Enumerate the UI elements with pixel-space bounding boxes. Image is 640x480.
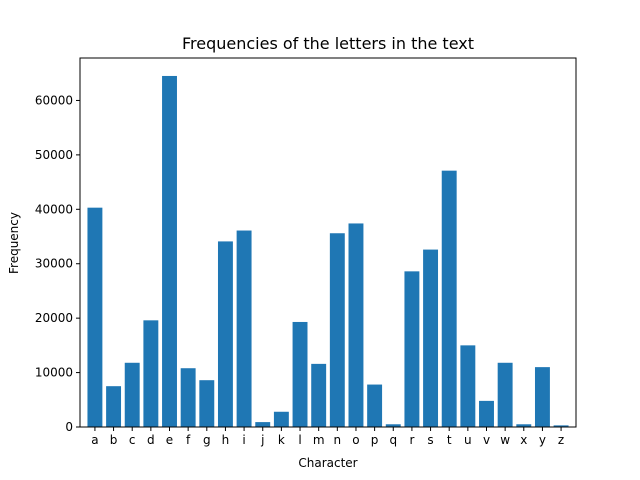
bar-h	[217, 241, 233, 427]
x-tick-label: y	[539, 433, 546, 447]
x-tick-label: d	[147, 433, 155, 447]
y-tick-label: 30000	[35, 257, 73, 271]
x-tick-label: f	[186, 433, 191, 447]
x-tick-label: i	[242, 433, 245, 447]
y-tick-label: 40000	[35, 202, 73, 216]
y-tick-label: 60000	[35, 93, 73, 107]
bar-r	[404, 271, 420, 427]
y-ticks-group: 0 10000 20000 30000 40000 50000 60000	[35, 93, 80, 434]
x-tick-label: c	[129, 433, 136, 447]
x-tick-label: u	[464, 433, 472, 447]
x-tick-label: w	[500, 433, 510, 447]
bar-q	[385, 424, 401, 427]
x-tick-label: g	[203, 433, 211, 447]
x-tick-label: o	[352, 433, 359, 447]
bar-s	[423, 249, 439, 427]
bar-y	[534, 367, 550, 427]
x-axis-label: Character	[298, 456, 357, 470]
x-tick-label: l	[298, 433, 301, 447]
bar-n	[329, 233, 345, 427]
bar-g	[199, 380, 215, 427]
bar-u	[460, 345, 476, 427]
plot-frame	[79, 57, 577, 428]
bar-e	[162, 75, 177, 428]
bar-f	[180, 368, 196, 427]
bar-o	[348, 223, 364, 427]
x-tick-label: m	[313, 433, 325, 447]
x-tick-label: r	[409, 433, 414, 447]
x-tick-label: p	[371, 433, 379, 447]
bar-j	[255, 422, 271, 427]
bars-group	[87, 75, 569, 428]
bar-d	[143, 320, 159, 427]
x-tick-label: a	[91, 433, 98, 447]
bar-b	[106, 386, 122, 427]
x-tick-label: z	[558, 433, 564, 447]
bar-c	[124, 362, 140, 427]
bar-v	[479, 400, 494, 427]
y-tick-label: 50000	[35, 148, 73, 162]
bar-m	[311, 363, 327, 427]
x-tick-label: h	[222, 433, 230, 447]
y-axis-label: Frequency	[7, 212, 21, 274]
y-tick-label: 0	[65, 420, 73, 434]
x-tick-label: k	[278, 433, 285, 447]
bar-l	[292, 321, 308, 427]
bar-t	[441, 170, 457, 427]
y-tick-label: 10000	[35, 366, 73, 380]
x-tick-label: v	[483, 433, 490, 447]
x-tick-label: q	[389, 433, 397, 447]
bar-p	[367, 384, 383, 427]
x-tick-label: s	[427, 433, 433, 447]
x-tick-label: e	[166, 433, 173, 447]
y-tick-label: 20000	[35, 311, 73, 325]
chart-title: Frequencies of the letters in the text	[182, 34, 474, 53]
x-tick-label: x	[520, 433, 527, 447]
bar-w	[497, 362, 513, 427]
x-tick-label: t	[447, 433, 452, 447]
x-tick-label: j	[260, 433, 264, 447]
bar-z	[553, 425, 569, 427]
bar-k	[273, 411, 289, 427]
x-tick-label: b	[110, 433, 118, 447]
bar-i	[236, 230, 252, 427]
bar-a	[87, 207, 103, 427]
x-tick-label: n	[334, 433, 342, 447]
bar-x	[516, 424, 532, 427]
